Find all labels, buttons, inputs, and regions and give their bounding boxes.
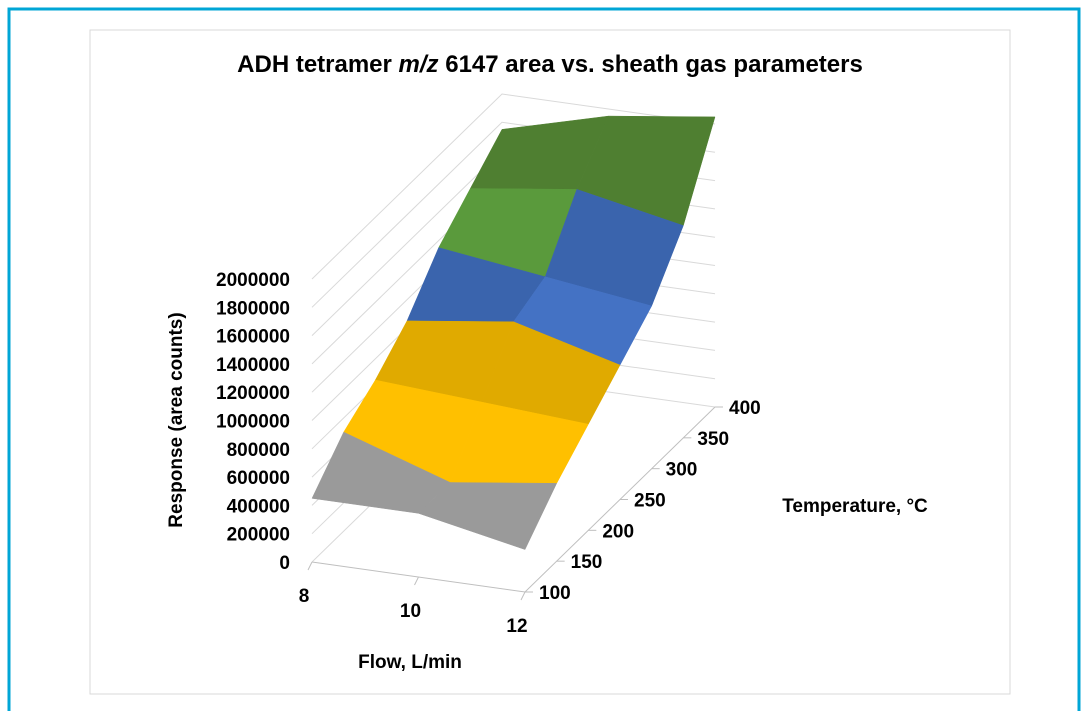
title-part: m/z: [399, 51, 439, 78]
z-tick-label: 200000: [227, 525, 290, 546]
z-tick-label: 600000: [227, 468, 290, 489]
axis-line: [311, 406, 716, 593]
window-border: [7, 7, 1081, 716]
y-tick-label: 150: [571, 552, 603, 573]
y-tick-label: 250: [634, 491, 666, 512]
title-part: 6147 area vs. sheath gas parameters: [439, 51, 863, 78]
x-tick: [520, 591, 526, 601]
z-tick-label: 1000000: [216, 412, 290, 433]
z-tick-label: 1600000: [216, 327, 290, 348]
z-tick-label: 800000: [227, 440, 290, 461]
z-axis-title: Response (area counts): [166, 312, 187, 527]
x-tick-label: 12: [506, 616, 527, 637]
grid-line: [311, 93, 716, 280]
z-tick-label: 1400000: [216, 355, 290, 376]
y-tick-label: 300: [666, 460, 698, 481]
y-tick-label: 200: [602, 521, 634, 542]
z-tick-label: 2000000: [216, 270, 290, 291]
title-part: ADH tetramer: [237, 51, 398, 78]
z-tick-label: 400000: [227, 496, 290, 517]
x-tick: [414, 576, 419, 586]
y-tick-label: 350: [697, 429, 729, 450]
z-tick-label: 1800000: [216, 298, 290, 319]
chart-title: ADH tetramer m/z 6147 area vs. sheath ga…: [237, 51, 863, 78]
z-tick-label: 0: [279, 553, 290, 574]
z-tick-label: 1200000: [216, 383, 290, 404]
surface-patch: [418, 482, 558, 550]
x-tick-label: 8: [299, 586, 310, 607]
y-tick-label: 400: [729, 398, 761, 419]
y-axis-title: Temperature, °C: [782, 496, 928, 517]
y-tick-label: 100: [539, 583, 571, 604]
x-tick-label: 10: [400, 601, 421, 622]
x-tick: [307, 561, 313, 571]
x-axis-title: Flow, L/min: [358, 652, 462, 673]
